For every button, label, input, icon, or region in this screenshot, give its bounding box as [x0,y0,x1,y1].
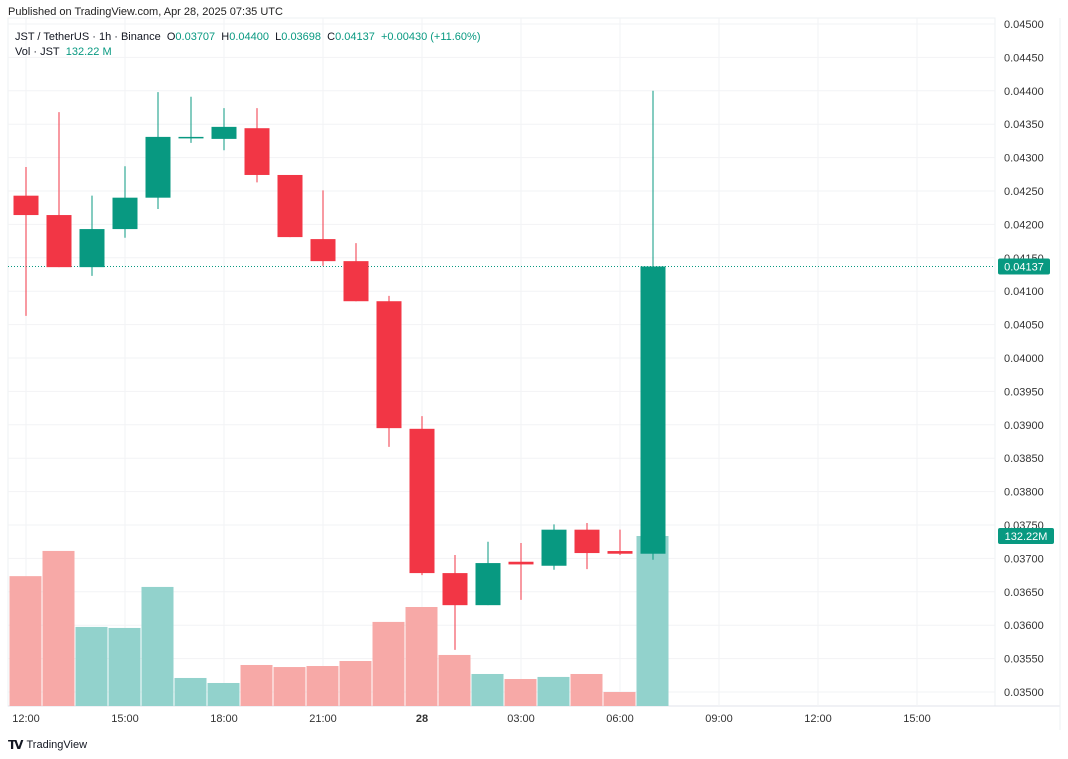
volume-bar [471,673,504,706]
candle-body [442,573,468,606]
candle-body [79,229,105,268]
volume-label: Vol · JST [15,46,60,58]
ohlc-row: JST / TetherUS · 1h · Binance O0.03707 H… [15,30,480,45]
candle-body [46,215,72,268]
change-value: +0.00430 (+11.60%) [381,31,481,43]
volume-bar [339,660,372,706]
volume-bar [240,664,273,706]
x-tick-label: 12:00 [12,713,40,725]
y-tick-label: 0.04250 [1004,186,1044,198]
volume-value: 132.22 M [65,46,112,58]
y-tick-label: 0.04050 [1004,320,1044,332]
candle-body [211,126,237,139]
y-tick-label: 0.04350 [1004,119,1044,131]
volume-bar [174,677,207,706]
candle-body [13,195,39,216]
brand-name: TradingView [26,739,88,751]
volume-bar [273,667,306,706]
volume-bar [42,550,75,706]
volume-bar [405,606,438,706]
x-tick-label: 06:00 [606,713,634,725]
x-tick-label: 18:00 [210,713,238,725]
volume-bar [75,626,108,706]
candle-body [277,174,303,238]
y-tick-label: 0.04300 [1004,153,1044,165]
candle-body [574,529,600,554]
published-caption: Published on TradingView.com, Apr 28, 20… [8,6,283,18]
y-tick-label: 0.04450 [1004,52,1044,64]
volume-bar [108,627,141,706]
close-value: 0.04137 [335,31,375,43]
close-label: C [327,31,336,43]
x-tick-label: 03:00 [507,713,535,725]
x-tick-label: 15:00 [111,713,139,725]
chart-legend: JST / TetherUS · 1h · Binance O0.03707 H… [15,30,480,60]
volume-bar [603,691,636,706]
volume-row: Vol · JST 132.22 M [15,45,480,60]
candle-body [244,128,270,175]
x-tick-label: 15:00 [903,713,931,725]
x-tick-label: 21:00 [309,713,337,725]
y-tick-label: 0.04500 [1004,19,1044,31]
last-volume-label: 132.22M [1005,531,1048,543]
y-tick-label: 0.03700 [1004,553,1044,565]
x-tick-label: 12:00 [804,713,832,725]
y-tick-label: 0.03800 [1004,487,1044,499]
y-tick-label: 0.04100 [1004,286,1044,298]
open-value: 0.03707 [175,31,216,43]
candle-body [541,529,567,566]
y-tick-label: 0.03500 [1004,687,1044,699]
y-tick-label: 0.03950 [1004,386,1044,398]
candle-body [310,239,336,262]
volume-bar [207,682,240,706]
last-price-badge [998,258,1050,275]
candle-body [343,261,369,302]
volume-bar [504,678,537,706]
candle-body [376,301,402,429]
candle-body [112,197,138,230]
y-tick-label: 0.03650 [1004,587,1044,599]
low-value: 0.03698 [281,31,322,43]
y-tick-label: 0.03850 [1004,453,1044,465]
volume-bar [141,586,174,706]
open-label: O [166,31,176,43]
candle-body [607,551,633,554]
candle-body [475,563,501,606]
volume-bar [372,621,405,706]
y-tick-label: 0.03600 [1004,620,1044,632]
y-tick-label: 0.03900 [1004,420,1044,432]
volume-bar [438,654,471,706]
tradingview-logo: 𝗧𝗩 TradingView [8,738,87,752]
volume-bar [636,536,669,706]
volume-bar [570,673,603,706]
y-tick-label: 0.04200 [1004,219,1044,231]
high-value: 0.04400 [229,31,270,43]
last-volume-badge [998,528,1054,544]
last-price-label: 0.04137 [1004,261,1044,273]
volume-bar [537,676,570,706]
y-tick-label: 0.04000 [1004,353,1044,365]
high-label: H [221,31,230,43]
y-tick-label: 0.03550 [1004,654,1044,666]
low-label: L [275,31,282,43]
x-tick-label: 28 [416,713,428,725]
candle-body [640,266,666,554]
volume-bar [306,666,339,706]
candle-body [145,136,171,198]
tradingview-logo-icon: 𝗧𝗩 [8,738,24,752]
candle-body [508,561,534,565]
symbol-info[interactable]: JST / TetherUS · 1h · Binance [15,31,161,43]
x-tick-label: 09:00 [705,713,733,725]
candle-body [409,428,435,574]
candle-body [178,136,204,139]
y-tick-label: 0.04400 [1004,86,1044,98]
volume-bar [9,576,42,706]
